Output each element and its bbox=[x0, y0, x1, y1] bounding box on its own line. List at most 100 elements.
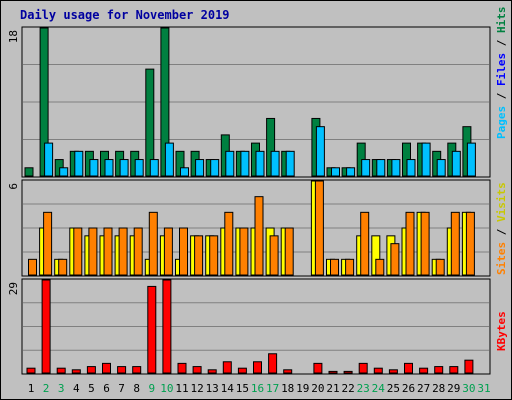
legend-item-visits: Visits bbox=[495, 182, 508, 222]
bar-files-day-16 bbox=[255, 150, 265, 177]
bar-files-day-27 bbox=[421, 142, 431, 177]
x-tick-day-20: 20 bbox=[311, 382, 324, 395]
bar-files-day-26 bbox=[406, 159, 416, 177]
x-tick-day-6: 6 bbox=[103, 382, 110, 395]
x-tick-day-21: 21 bbox=[326, 382, 339, 395]
x-tick-day-23: 23 bbox=[357, 382, 370, 395]
x-tick-day-16: 16 bbox=[251, 382, 264, 395]
x-tick-day-18: 18 bbox=[281, 382, 294, 395]
bar-kbytes-day-8 bbox=[132, 366, 142, 374]
x-tick-day-28: 28 bbox=[432, 382, 445, 395]
x-tick-day-4: 4 bbox=[73, 382, 80, 395]
x-tick-day-26: 26 bbox=[402, 382, 415, 395]
bar-sites-day-2 bbox=[43, 211, 53, 276]
bar-sites-day-15 bbox=[239, 227, 249, 276]
bar-hits-day-1 bbox=[24, 167, 34, 177]
bar-sites-day-30 bbox=[465, 211, 475, 276]
bar-kbytes-day-24 bbox=[373, 367, 383, 374]
bar-sites-day-6 bbox=[103, 227, 113, 276]
legend-item-kbytes: KBytes bbox=[495, 311, 508, 351]
bar-kbytes-day-15 bbox=[237, 367, 247, 374]
x-tick-day-12: 12 bbox=[190, 382, 203, 395]
legend-item-hits: Hits bbox=[495, 7, 508, 34]
bar-sites-day-26 bbox=[405, 211, 415, 276]
bar-sites-day-29 bbox=[450, 211, 460, 276]
x-tick-day-1: 1 bbox=[28, 382, 35, 395]
bar-sites-day-7 bbox=[118, 227, 128, 276]
bar-files-day-13 bbox=[210, 159, 220, 177]
bar-kbytes-day-5 bbox=[86, 366, 96, 374]
x-tick-day-8: 8 bbox=[133, 382, 140, 395]
bar-sites-day-17 bbox=[269, 235, 279, 276]
bar-files-day-18 bbox=[285, 150, 295, 177]
bar-files-day-28 bbox=[436, 159, 446, 177]
x-tick-day-7: 7 bbox=[118, 382, 125, 395]
bar-files-day-30 bbox=[466, 142, 476, 177]
bar-sites-day-21 bbox=[330, 258, 339, 276]
bar-kbytes-day-22 bbox=[343, 370, 353, 374]
bar-files-day-14 bbox=[225, 150, 235, 177]
bar-sites-day-8 bbox=[133, 227, 143, 276]
bar-files-day-7 bbox=[119, 159, 129, 177]
x-tick-day-10: 10 bbox=[160, 382, 173, 395]
x-tick-day-31: 31 bbox=[477, 382, 490, 395]
bar-kbytes-day-1 bbox=[26, 367, 36, 374]
bar-kbytes-day-26 bbox=[404, 362, 413, 374]
bar-files-day-22 bbox=[346, 167, 356, 177]
bar-sites-day-1 bbox=[28, 258, 37, 276]
x-tick-day-30: 30 bbox=[462, 382, 475, 395]
bar-sites-day-12 bbox=[194, 235, 204, 276]
x-tick-day-15: 15 bbox=[236, 382, 249, 395]
bar-kbytes-day-16 bbox=[253, 361, 262, 374]
bar-files-day-5 bbox=[89, 159, 99, 177]
bar-kbytes-day-21 bbox=[328, 370, 338, 374]
x-tick-day-24: 24 bbox=[372, 382, 386, 395]
bar-kbytes-day-23 bbox=[358, 362, 368, 374]
bar-kbytes-day-11 bbox=[177, 362, 187, 374]
legend-item-sites: Sites bbox=[495, 242, 508, 275]
bar-sites-day-18 bbox=[284, 227, 294, 276]
bar-sites-day-25 bbox=[390, 243, 400, 276]
legend-item-files: Files bbox=[495, 53, 508, 86]
bar-sites-day-11 bbox=[179, 227, 188, 276]
bar-files-day-3 bbox=[59, 167, 69, 177]
x-tick-day-29: 29 bbox=[447, 382, 460, 395]
bar-files-day-25 bbox=[391, 159, 401, 177]
bar-sites-day-22 bbox=[345, 258, 355, 276]
bar-files-day-6 bbox=[104, 159, 114, 177]
x-tick-day-17: 17 bbox=[266, 382, 279, 395]
bar-kbytes-day-30 bbox=[464, 359, 474, 374]
bar-sites-day-3 bbox=[58, 258, 68, 276]
bar-kbytes-day-7 bbox=[117, 366, 127, 374]
legend-kbytes: KBytes bbox=[495, 311, 508, 351]
bar-files-day-17 bbox=[270, 150, 280, 177]
x-tick-day-5: 5 bbox=[88, 382, 95, 395]
bar-files-day-9 bbox=[149, 159, 159, 177]
bar-files-day-20 bbox=[315, 126, 325, 177]
y-max-label: 6 bbox=[7, 183, 20, 190]
bar-files-day-10 bbox=[164, 142, 174, 177]
legend-hits_files_pages: Pages / Files / Hits bbox=[495, 7, 508, 140]
bar-kbytes-day-20 bbox=[313, 362, 323, 374]
bar-sites-day-14 bbox=[224, 211, 234, 276]
x-tick-day-2: 2 bbox=[43, 382, 50, 395]
x-tick-day-27: 27 bbox=[417, 382, 430, 395]
bar-sites-day-16 bbox=[254, 196, 264, 276]
bar-kbytes-day-25 bbox=[388, 369, 398, 374]
bar-sites-day-4 bbox=[73, 227, 83, 276]
bar-files-day-23 bbox=[361, 159, 371, 177]
bar-sites-day-24 bbox=[375, 258, 385, 276]
bar-files-day-2 bbox=[44, 142, 54, 177]
bar-sites-day-9 bbox=[148, 211, 158, 276]
bar-files-day-4 bbox=[74, 150, 84, 177]
bar-files-day-21 bbox=[331, 167, 340, 177]
bar-kbytes-day-9 bbox=[147, 285, 157, 374]
bar-sites-day-28 bbox=[435, 258, 445, 276]
bar-sites-day-27 bbox=[420, 211, 430, 276]
x-tick-day-9: 9 bbox=[148, 382, 155, 395]
bar-sites-day-10 bbox=[163, 227, 173, 276]
bar-kbytes-day-27 bbox=[419, 367, 429, 374]
x-tick-day-14: 14 bbox=[221, 382, 235, 395]
x-tick-day-11: 11 bbox=[175, 382, 188, 395]
